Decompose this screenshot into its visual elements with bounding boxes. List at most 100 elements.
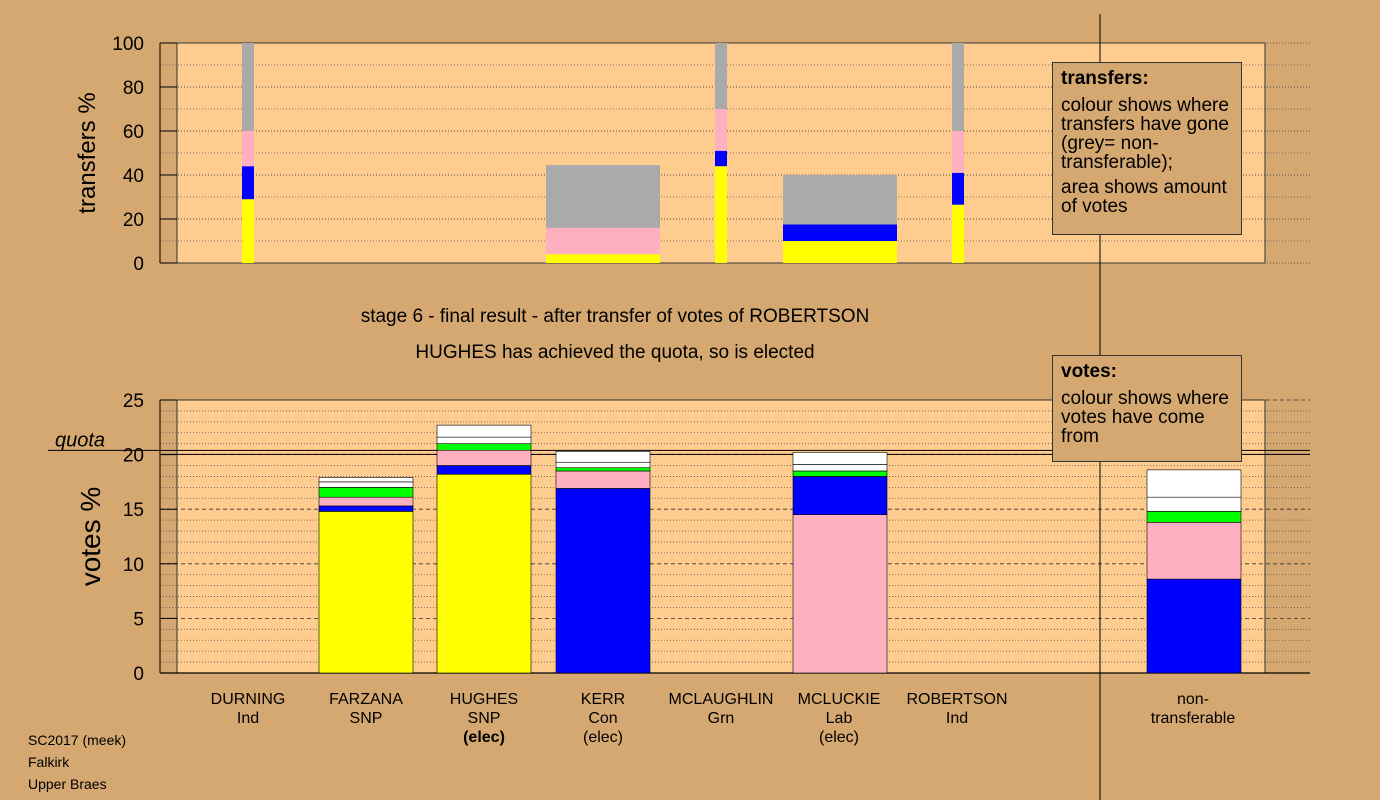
transfer-bar <box>952 43 964 263</box>
candidate-status: (elec) <box>818 729 859 746</box>
vote-bar <box>318 477 414 674</box>
transfer-bar <box>783 175 897 263</box>
votes-tick-label: 15 <box>123 500 144 521</box>
candidate-party: transferable <box>1150 710 1236 727</box>
candidate-party: SNP <box>467 710 501 727</box>
vote-segment <box>436 465 532 475</box>
candidate-label: non- transferable <box>1128 690 1258 728</box>
vote-segment <box>318 477 414 483</box>
candidate-name: KERR <box>580 691 626 708</box>
transfers-tick-label: 0 <box>133 254 144 275</box>
quota-label: quota <box>55 429 105 451</box>
votes-tick-label: 10 <box>123 555 144 576</box>
candidate-name: DURNING <box>210 691 286 708</box>
vote-segment <box>555 470 651 489</box>
candidate-name: HUGHES <box>449 691 519 708</box>
votes-legend-title: votes: <box>1061 361 1117 382</box>
vote-segment <box>436 473 532 674</box>
vote-segment <box>1146 469 1242 498</box>
transfers-tick-label: 40 <box>123 166 144 187</box>
vote-segment <box>436 436 532 444</box>
votes-legend-text: colour shows where votes have come from <box>1061 388 1229 447</box>
vote-segment <box>1146 496 1242 512</box>
candidate-name: MCLUCKIE <box>797 691 881 708</box>
transfer-segment <box>546 227 660 255</box>
candidate-label: MCLUCKIE Lab (elec) <box>774 690 904 747</box>
transfer-segment <box>952 131 964 173</box>
transfer-segment <box>715 43 727 109</box>
candidate-name: FARZANA <box>329 691 403 708</box>
transfer-segment <box>783 175 897 225</box>
votes-tick-label: 25 <box>123 391 144 412</box>
vote-bar <box>1146 469 1242 674</box>
transfers-tick-label: 60 <box>123 122 144 143</box>
vote-segment <box>792 464 888 472</box>
candidate-label: FARZANA SNP <box>301 690 431 728</box>
transfer-segment <box>952 204 964 263</box>
candidate-label: ROBERTSON Ind <box>892 690 1022 728</box>
vote-bar <box>436 424 532 674</box>
candidate-party: Ind <box>945 710 969 727</box>
vote-segment <box>555 488 651 674</box>
vote-segment <box>436 443 532 451</box>
vote-segment <box>792 476 888 515</box>
vote-segment <box>318 487 414 498</box>
transfers-legend-title: transfers: <box>1061 68 1149 89</box>
vote-segment <box>318 511 414 674</box>
candidate-status: (elec) <box>463 729 505 746</box>
transfer-segment <box>715 150 727 167</box>
transfer-segment <box>715 109 727 151</box>
vote-segment <box>318 481 414 488</box>
vote-bar <box>792 452 888 674</box>
votes-axis-label: votes % <box>75 487 106 587</box>
candidate-status: (elec) <box>582 729 623 746</box>
transfer-segment <box>783 241 897 263</box>
votes-legend: votes: colour shows where votes have com… <box>1052 355 1242 462</box>
transfers-tick-label: 80 <box>123 78 144 99</box>
vote-segment <box>1146 578 1242 674</box>
candidate-label: DURNING Ind <box>183 690 313 728</box>
vote-segment <box>792 452 888 465</box>
transfers-legend-text-2: area shows amount of votes <box>1061 177 1227 217</box>
candidate-name: non- <box>1176 691 1210 708</box>
vote-segment <box>1146 522 1242 580</box>
candidate-party: Lab <box>825 710 853 727</box>
candidate-name: MCLAUGHLIN <box>668 691 774 708</box>
footer-info: SC2017 (meek) Falkirk Upper Braes <box>28 729 126 795</box>
votes-tick-label: 5 <box>133 609 144 630</box>
candidate-party: Con <box>588 710 618 727</box>
vote-segment <box>792 514 888 674</box>
transfer-segment <box>546 165 660 228</box>
votes-tick-label: 0 <box>133 664 144 685</box>
transfers-tick-label: 100 <box>112 34 144 55</box>
candidate-party: SNP <box>349 710 383 727</box>
vote-segment <box>436 449 532 466</box>
candidate-name: ROBERTSON <box>906 691 1008 708</box>
candidate-party: Grn <box>707 710 735 727</box>
candidate-party: Ind <box>236 710 260 727</box>
transfer-segment <box>715 166 727 263</box>
transfer-segment <box>242 166 254 200</box>
stage-title: stage 6 - final result - after transfer … <box>360 306 870 327</box>
candidate-label: HUGHES SNP (elec) <box>419 690 549 747</box>
transfer-bar <box>715 43 727 263</box>
transfers-tick-label: 20 <box>123 210 144 231</box>
footer-line: SC2017 (meek) <box>28 732 127 748</box>
stage-subtitle: HUGHES has achieved the quota, so is ele… <box>415 342 815 363</box>
transfer-segment <box>952 172 964 205</box>
transfers-legend: transfers: colour shows where transfers … <box>1052 62 1242 235</box>
vote-segment <box>318 496 414 507</box>
vote-segment <box>436 424 532 438</box>
footer-line: Upper Braes <box>28 776 107 792</box>
vote-bar <box>555 451 651 674</box>
transfer-segment <box>783 224 897 241</box>
candidate-label: KERR Con (elec) <box>538 690 668 747</box>
vote-segment <box>555 467 651 472</box>
votes-tick-label: 20 <box>123 446 144 467</box>
vote-segment <box>1146 511 1242 523</box>
transfers-axis-label: transfers % <box>74 92 101 213</box>
vote-segment <box>555 451 651 463</box>
candidate-label: MCLAUGHLIN Grn <box>656 690 786 728</box>
transfer-segment <box>242 43 254 131</box>
footer-line: Falkirk <box>28 754 70 770</box>
